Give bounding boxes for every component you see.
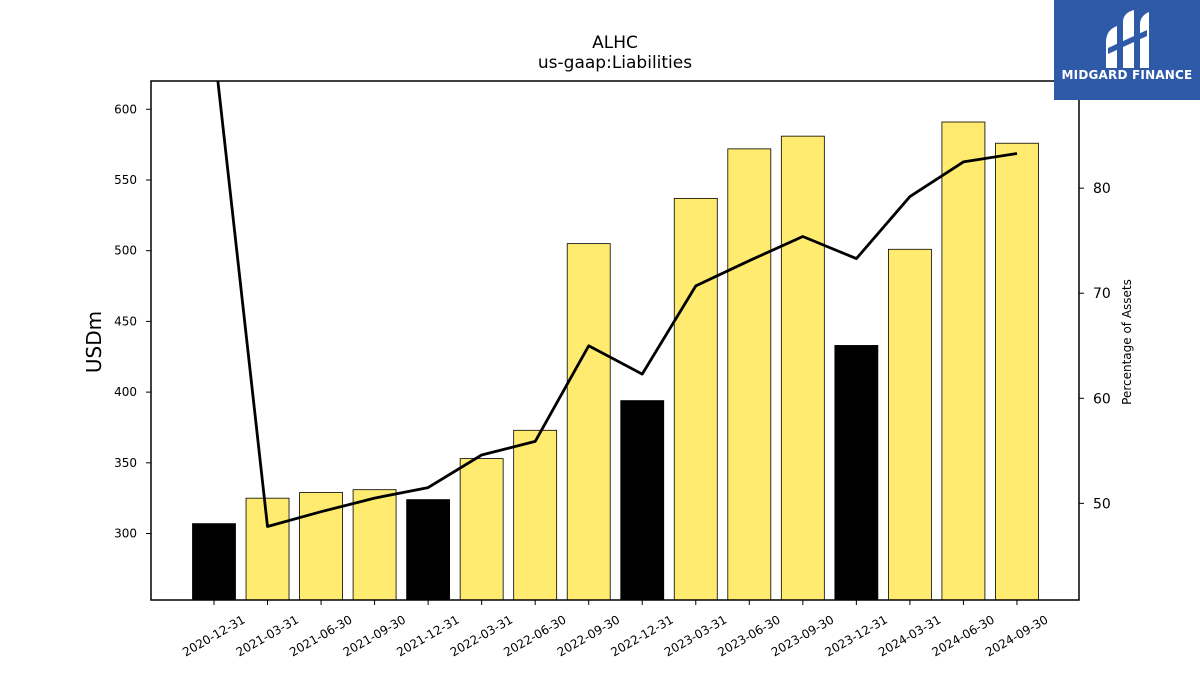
line-layer (216, 81, 1018, 528)
y2-tick-label: 70 (1093, 286, 1111, 302)
y-tick-label: 600 (114, 102, 137, 116)
y-axis-right: 50 60 70 80 (1079, 181, 1111, 512)
chart-title: ALHC (592, 33, 638, 53)
y-tick-label: 550 (114, 173, 137, 187)
bar-2020-12-31 (192, 523, 236, 601)
bar-group (192, 121, 1039, 601)
brand-name: MIDGARD FINANCE (1061, 68, 1193, 82)
x-axis: 2020-12-312021-03-312021-06-302021-09-30… (180, 600, 1050, 659)
bar-2022-03-31 (459, 458, 504, 601)
y2-tick-label: 60 (1093, 391, 1111, 407)
chart-subtitle: us-gaap:Liabilities (538, 53, 692, 73)
y2-tick-label: 50 (1093, 496, 1111, 512)
y-tick-label: 300 (114, 527, 137, 541)
plot-frame (150, 80, 1080, 601)
y-tick-label: 350 (114, 456, 137, 470)
y-tick-label: 500 (114, 244, 137, 258)
bar-2024-09-30 (995, 142, 1039, 601)
bar-2023-09-30 (780, 135, 825, 601)
y-tick-label: 400 (114, 385, 137, 399)
bar-2022-09-30 (566, 243, 611, 601)
bar-2021-09-30 (352, 489, 397, 601)
bar-2024-03-31 (887, 248, 932, 601)
y2-axis-label: Percentage of Assets (1120, 279, 1134, 405)
bar-2021-12-31 (406, 499, 451, 601)
y-tick-label: 450 (114, 314, 137, 328)
percentage-line (216, 81, 1018, 528)
bar-2022-12-31 (620, 400, 665, 601)
bar-2024-06-30 (941, 121, 986, 601)
y-axis-label: USDm (82, 311, 106, 373)
brand-logo-icon (1106, 10, 1149, 68)
brand-logo: MIDGARD FINANCE (1054, 0, 1200, 100)
bar-2023-03-31 (673, 197, 718, 601)
y2-tick-label: 80 (1093, 181, 1111, 197)
bar-2022-06-30 (513, 429, 558, 601)
bar-2023-06-30 (727, 148, 772, 601)
y-axis-left: 300 350 400 450 500 550 600 (114, 102, 151, 541)
bar-2023-12-31 (834, 345, 879, 601)
bar-2021-03-31 (245, 497, 290, 601)
